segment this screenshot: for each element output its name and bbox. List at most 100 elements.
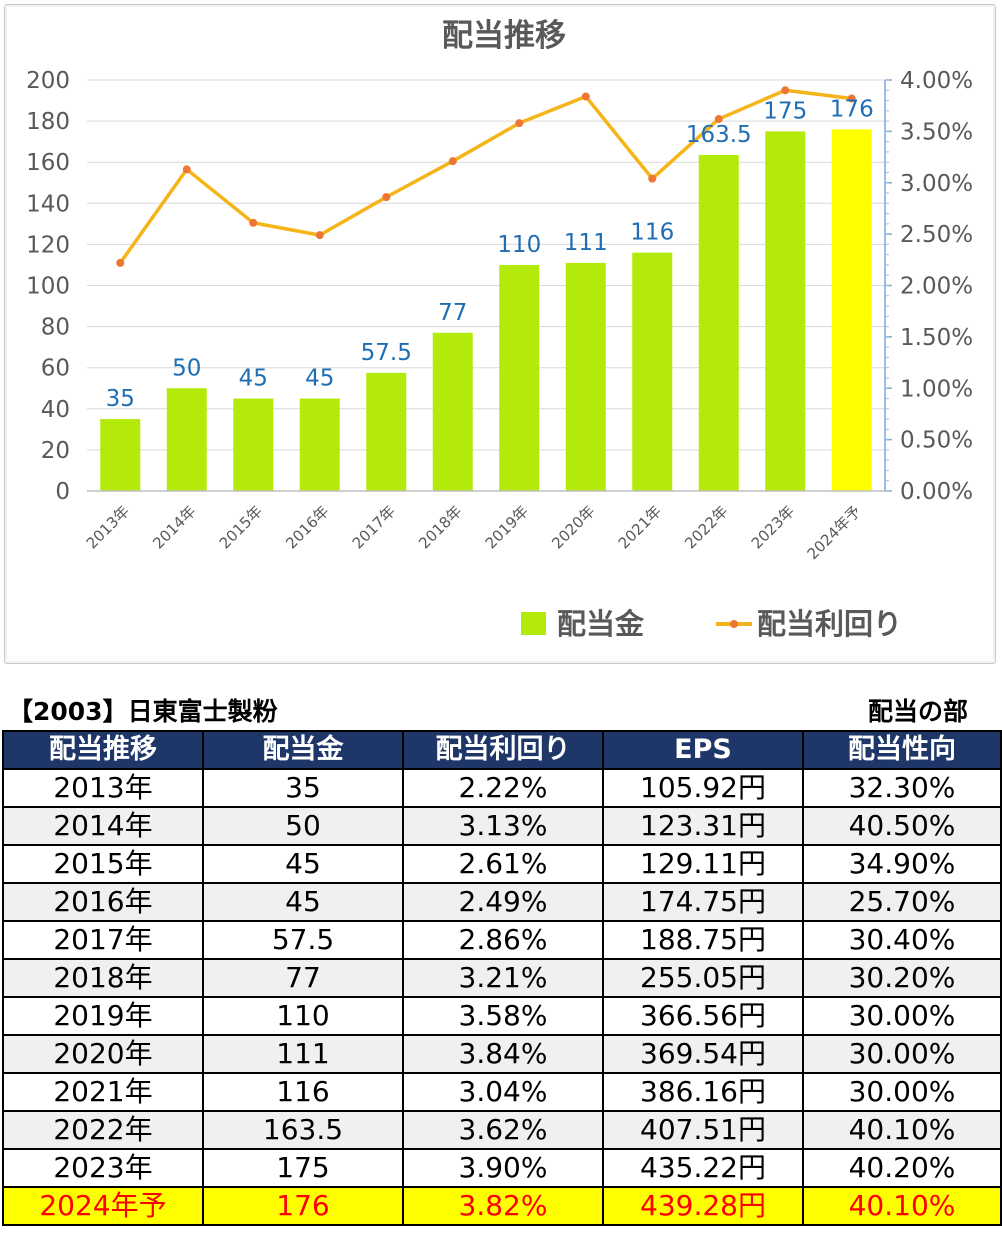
cell-dividend: 45	[202, 882, 404, 922]
cell-year: 2016年	[2, 882, 204, 922]
cell-year: 2018年	[2, 958, 204, 998]
y-tick-label: 100	[26, 274, 70, 300]
cell-year: 2020年	[2, 1034, 204, 1074]
x-tick-label: 2023年	[748, 502, 798, 552]
cell-yield: 2.22%	[402, 768, 604, 808]
x-tick-label: 2015年	[216, 502, 266, 552]
bar-data-label: 45	[239, 366, 268, 392]
cell-payout: 25.70%	[802, 882, 1002, 922]
bar-data-label: 57.5	[361, 340, 412, 366]
bar-2020年	[565, 262, 606, 491]
cell-dividend: 111	[202, 1034, 404, 1074]
cell-payout: 34.90%	[802, 844, 1002, 884]
table-row: 2020年 111 3.84% 369.54円 30.00%	[2, 1034, 1002, 1074]
header-year: 配当推移	[2, 730, 204, 770]
cell-payout: 40.10%	[802, 1110, 1002, 1150]
bar-data-label: 35	[106, 386, 135, 412]
chart-frame	[4, 4, 996, 664]
y-tick-label: 80	[41, 315, 70, 341]
chart-title: 配当推移	[442, 18, 566, 54]
cell-eps: 366.56円	[602, 996, 804, 1036]
legend-bar-swatch	[521, 612, 546, 635]
cell-dividend: 175	[202, 1148, 404, 1188]
cell-year: 2014年	[2, 806, 204, 846]
cell-yield: 3.84%	[402, 1034, 604, 1074]
cell-yield: 3.21%	[402, 958, 604, 998]
bar-2019年	[499, 264, 540, 491]
y-tick-label: 0	[55, 479, 70, 505]
yield-point-2018年	[448, 157, 457, 166]
cell-dividend: 50	[202, 806, 404, 846]
cell-eps: 255.05円	[602, 958, 804, 998]
cell-eps: 407.51円	[602, 1110, 804, 1150]
yield-point-2013年	[116, 258, 125, 267]
y-tick-label: 40	[41, 397, 70, 423]
bar-data-label: 45	[305, 366, 334, 392]
yield-point-2019年	[515, 119, 524, 128]
cell-yield: 2.49%	[402, 882, 604, 922]
legend-yield-label: 配当利回り	[757, 607, 902, 641]
cell-payout: 40.10%	[802, 1186, 1002, 1226]
y2-tick-label: 1.50%	[900, 325, 973, 351]
legend-dividend-label: 配当金	[557, 607, 645, 641]
cell-dividend: 45	[202, 844, 404, 884]
cell-yield: 3.04%	[402, 1072, 604, 1112]
cell-dividend: 35	[202, 768, 404, 808]
cell-dividend: 57.5	[202, 920, 404, 960]
header-yield: 配当利回り	[402, 730, 604, 770]
x-tick-label: 2014年	[149, 502, 199, 552]
x-tick-label: 2024年予	[804, 502, 865, 563]
cell-year: 2021年	[2, 1072, 204, 1112]
bar-data-label: 111	[564, 230, 608, 256]
table-row: 2017年 57.5 2.86% 188.75円 30.40%	[2, 920, 1002, 960]
header-dividend: 配当金	[202, 730, 404, 770]
cell-yield: 3.13%	[402, 806, 604, 846]
yield-point-2016年	[315, 231, 324, 240]
y-tick-label: 60	[41, 356, 70, 382]
yield-point-2021年	[648, 174, 657, 183]
cell-payout: 30.00%	[802, 996, 1002, 1036]
cell-payout: 30.40%	[802, 920, 1002, 960]
cell-eps: 129.11円	[602, 844, 804, 884]
bar-data-label: 77	[438, 300, 467, 326]
x-tick-label: 2018年	[415, 502, 465, 552]
cell-eps: 188.75円	[602, 920, 804, 960]
cell-eps: 123.31円	[602, 806, 804, 846]
cell-year: 2015年	[2, 844, 204, 884]
table-header-row: 配当推移 配当金 配当利回り EPS 配当性向	[2, 730, 1002, 770]
cell-payout: 30.00%	[802, 1034, 1002, 1074]
yield-point-2017年	[382, 193, 391, 202]
y2-tick-label: 3.00%	[900, 171, 973, 197]
bar-2021年	[632, 252, 673, 491]
y2-tick-label: 3.50%	[900, 119, 973, 145]
cell-year: 2023年	[2, 1148, 204, 1188]
cell-dividend: 176	[202, 1186, 404, 1226]
table-row: 2023年 175 3.90% 435.22円 40.20%	[2, 1148, 1002, 1188]
dividend-chart: 配当推移 0 20 40 60 80 100 120 140 160 180 200 0.00% 0.50…	[26, 18, 973, 641]
x-tick-label: 2019年	[482, 502, 532, 552]
y2-tick-label: 0.00%	[900, 479, 973, 505]
header-payout: 配当性向	[802, 730, 1002, 770]
y-tick-label: 140	[26, 191, 70, 217]
table-row: 2024年予 176 3.82% 439.28円 40.10%	[2, 1186, 1002, 1226]
yield-point-2015年	[249, 218, 258, 227]
bar-data-label: 116	[630, 220, 674, 246]
bar-data-label: 163.5	[686, 122, 752, 148]
bar-2015年	[233, 398, 274, 491]
yield-point-2020年	[581, 92, 590, 101]
cell-dividend: 77	[202, 958, 404, 998]
cell-year: 2017年	[2, 920, 204, 960]
cell-payout: 30.00%	[802, 1072, 1002, 1112]
legend-line-marker	[730, 620, 738, 628]
y2-tick-label: 2.50%	[900, 222, 973, 248]
cell-eps: 439.28円	[602, 1186, 804, 1226]
cell-dividend: 116	[202, 1072, 404, 1112]
cell-yield: 3.58%	[402, 996, 604, 1036]
y2-tick-label: 0.50%	[900, 428, 973, 454]
bar-2024年予	[831, 129, 872, 491]
x-tick-label: 2022年	[681, 502, 731, 552]
yield-point-2024年予	[847, 94, 856, 103]
y-tick-label: 120	[26, 232, 70, 258]
cell-yield: 2.61%	[402, 844, 604, 884]
y2-tick-label: 2.00%	[900, 274, 973, 300]
